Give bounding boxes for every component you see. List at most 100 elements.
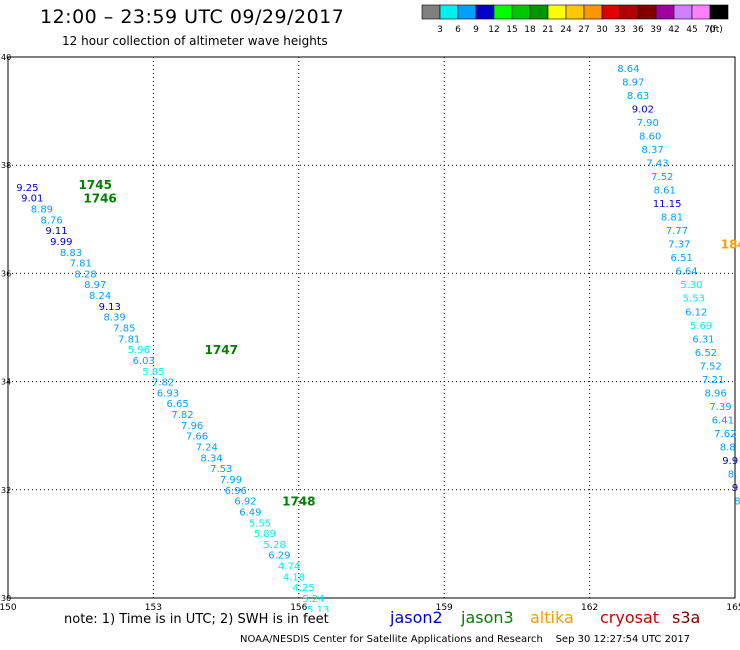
chart-subtitle: 12 hour collection of altimeter wave hei… bbox=[62, 34, 328, 48]
scale-label: 24 bbox=[560, 25, 572, 35]
wave-height-label: 9.01 bbox=[21, 194, 43, 205]
wave-height-label: 5.53 bbox=[683, 294, 705, 305]
scale-label: 6 bbox=[455, 25, 461, 35]
scale-label: 39 bbox=[650, 25, 662, 35]
satellite-legend-jason3: jason3 bbox=[461, 608, 514, 627]
scale-label: 3 bbox=[437, 25, 443, 35]
wave-height-label: 7.24 bbox=[196, 443, 218, 454]
scale-label: 42 bbox=[668, 25, 679, 35]
wave-height-label: 8.28 bbox=[74, 269, 96, 280]
wave-height-label: 8.34 bbox=[200, 453, 222, 464]
wave-height-label: 9.13 bbox=[99, 302, 121, 313]
wave-height-label: 8.64 bbox=[617, 64, 639, 75]
wave-height-label: 8.37 bbox=[641, 145, 663, 156]
wave-height-label: 5.24 bbox=[302, 594, 324, 605]
wave-height-label: 6.49 bbox=[239, 507, 261, 518]
time-label: 1746 bbox=[83, 192, 116, 206]
wave-height-label: 7.81 bbox=[118, 334, 140, 345]
scale-label: 33 bbox=[614, 25, 625, 35]
wave-height-label: 4.74 bbox=[278, 562, 300, 573]
wave-height-label: 6.29 bbox=[268, 551, 290, 562]
wave-height-label: 6.52 bbox=[695, 348, 717, 359]
chart-title: 12:00 – 23:59 UTC 09/29/2017 bbox=[40, 6, 345, 28]
wave-height-label: 7.62 bbox=[714, 429, 736, 440]
wave-height-label: 4.25 bbox=[293, 583, 315, 594]
wave-height-label: 9.11 bbox=[45, 226, 67, 237]
x-tick-label: 156 bbox=[290, 603, 307, 612]
scale-label: 15 bbox=[506, 25, 517, 35]
wave-height-label: 5.55 bbox=[249, 518, 271, 529]
wave-height-label: 9.9 bbox=[722, 456, 738, 467]
wave-height-label: 9.99 bbox=[50, 237, 72, 248]
wave-height-label: 5.30 bbox=[680, 280, 702, 291]
scale-swatch bbox=[709, 4, 729, 20]
wave-height-label: 5.89 bbox=[254, 529, 276, 540]
wave-height-label: 6.41 bbox=[712, 415, 734, 426]
scale-unit-label: (ft) bbox=[709, 25, 723, 35]
wave-height-label: 8.83 bbox=[60, 248, 82, 259]
wave-height-label: 6.31 bbox=[692, 334, 714, 345]
wave-height-label: 6.92 bbox=[234, 497, 256, 508]
wave-height-label: 8.89 bbox=[31, 204, 53, 215]
wave-height-label: 8 bbox=[734, 497, 740, 508]
wave-height-label: 5.69 bbox=[690, 321, 712, 332]
wave-height-label: 8.96 bbox=[704, 388, 726, 399]
altimeter-plot: 1501531561591621653032343638409.259.018.… bbox=[0, 53, 740, 612]
satellite-legend-cryosat: cryosat bbox=[600, 608, 660, 627]
x-tick-label: 150 bbox=[0, 603, 17, 612]
wave-height-label: 6.03 bbox=[133, 356, 155, 367]
wave-height-label: 6.65 bbox=[167, 399, 189, 410]
satellite-legend-s3a: s3a bbox=[672, 608, 701, 627]
x-tick-label: 162 bbox=[581, 603, 598, 612]
wave-height-label: 7.85 bbox=[113, 324, 135, 335]
wave-height-label: 9.25 bbox=[16, 183, 38, 194]
x-tick-label: 159 bbox=[436, 603, 453, 612]
color-scale-legend: 3 6 9 12 15 18 21 24 27 30 33 36 39 42 45 70(ft) bbox=[421, 4, 729, 35]
wave-height-label: 5.28 bbox=[263, 540, 285, 551]
scale-label: 12 bbox=[488, 25, 499, 35]
wave-height-label: 7.37 bbox=[668, 240, 690, 251]
wave-height-label: 8.24 bbox=[89, 291, 111, 302]
wave-height-label: 8.8 bbox=[720, 443, 736, 454]
wave-height-label: 8.97 bbox=[622, 77, 644, 88]
scale-label: 27 bbox=[578, 25, 589, 35]
scale-label: 45 bbox=[686, 25, 697, 35]
wave-height-label: 4.18 bbox=[283, 572, 305, 583]
wave-height-label: 8.76 bbox=[40, 215, 62, 226]
wave-height-label: 9.02 bbox=[632, 104, 654, 115]
x-tick-label: 153 bbox=[145, 603, 162, 612]
y-tick-label: 30 bbox=[1, 594, 11, 603]
scale-label: 21 bbox=[542, 25, 553, 35]
wave-height-label: 7.99 bbox=[220, 475, 242, 486]
scale-label: 30 bbox=[596, 25, 608, 35]
wave-height-label: 7.96 bbox=[181, 421, 203, 432]
wave-height-label: 6.96 bbox=[225, 486, 247, 497]
scale-label: 36 bbox=[632, 25, 644, 35]
y-tick-label: 40 bbox=[1, 53, 11, 62]
satellite-legend-altika: altika bbox=[530, 608, 574, 627]
wave-height-label: 7.43 bbox=[646, 158, 668, 169]
wave-height-label: 6.93 bbox=[157, 388, 179, 399]
wave-height-label: 7.82 bbox=[171, 410, 193, 421]
satellite-legend-jason2: jason2 bbox=[390, 608, 443, 627]
y-tick-label: 34 bbox=[1, 378, 11, 387]
scale-label: 70 bbox=[704, 25, 716, 35]
time-label: 1840 bbox=[721, 238, 740, 252]
wave-height-label: 11.15 bbox=[653, 199, 682, 210]
x-tick-label: 165 bbox=[726, 603, 740, 612]
y-tick-label: 32 bbox=[1, 486, 11, 495]
wave-height-label: 6.64 bbox=[675, 267, 697, 278]
wave-height-label: 5.13 bbox=[307, 605, 329, 612]
footer-credit: NOAA/NESDIS Center for Satellite Applica… bbox=[240, 634, 691, 645]
wave-height-label: 7.39 bbox=[709, 402, 731, 413]
wave-height-label: 8.81 bbox=[661, 213, 683, 224]
scale-label: 9 bbox=[473, 25, 479, 35]
wave-height-label: 8.39 bbox=[103, 313, 125, 324]
wave-height-label: 7.77 bbox=[666, 226, 688, 237]
plot-frame bbox=[7, 56, 736, 599]
wave-height-label: 7.21 bbox=[702, 375, 724, 386]
wave-height-label: 8.63 bbox=[627, 91, 649, 102]
wave-height-label: 7.52 bbox=[700, 361, 722, 372]
wave-height-label: 6.51 bbox=[671, 253, 693, 264]
wave-height-label: 7.53 bbox=[210, 464, 232, 475]
